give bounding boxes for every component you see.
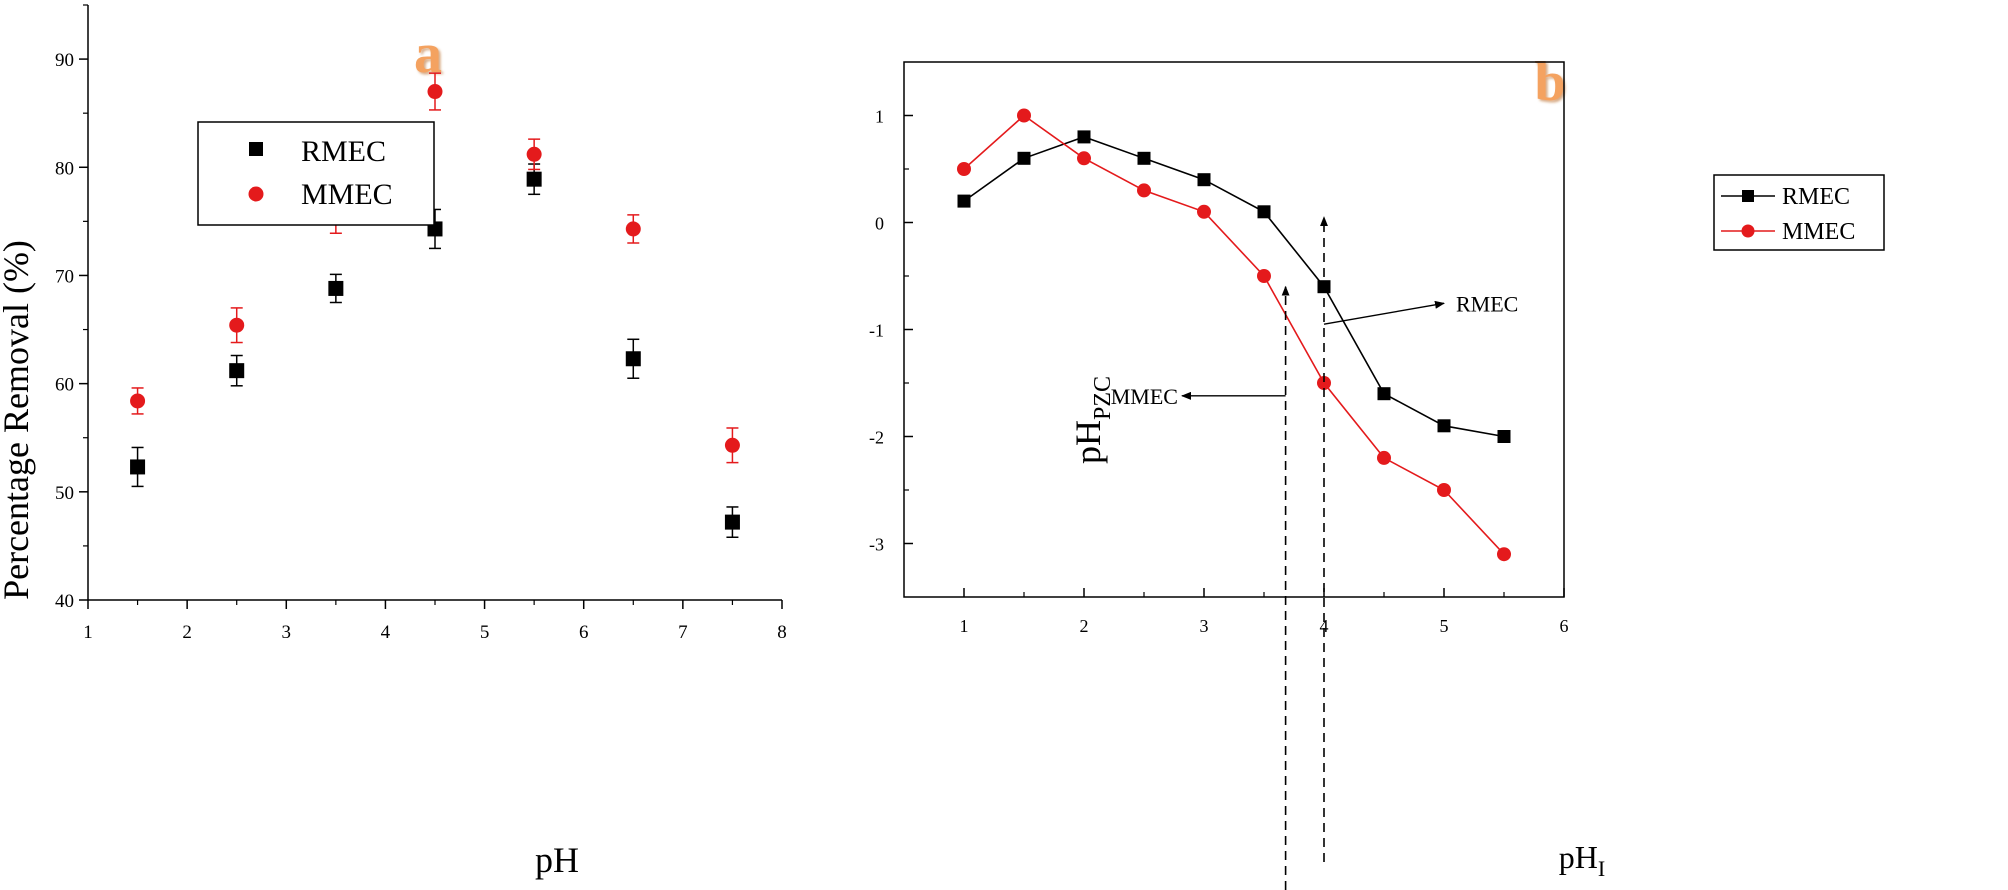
legend-a: RMEC MMEC [197,121,435,226]
y-tick-label-a: 50 [55,483,74,504]
data-point-rmec [625,351,641,367]
panel-label-b: b [1534,51,1565,113]
data-point-rmec [1437,419,1451,433]
data-marks-b [957,108,1511,562]
data-point-mmec [1317,376,1331,390]
annotation-label-rmec: RMEC [1456,291,1518,316]
y-axis-label-b-sub: PZC [1090,376,1116,420]
data-point-mmec [229,317,245,333]
data-point-mmec [625,221,641,237]
data-point-mmec [1197,204,1211,219]
x-tick-label-a: 2 [182,622,192,643]
axes-b [903,61,1565,598]
data-point-rmec [229,363,245,379]
series-line-rmec [963,136,1505,438]
panel-label-a: a [414,23,442,85]
data-point-rmec [1377,387,1391,401]
y-tick-label-a: 90 [55,50,74,71]
data-point-rmec [1497,430,1511,443]
data-point-mmec [1497,547,1511,562]
data-point-mmec [1017,108,1031,123]
data-point-rmec [724,514,740,530]
x-tick-labels-b: 1 2 3 4 5 6 [960,616,1569,636]
y-axis-label-b: pHPZC [1068,376,1116,464]
x-tick-label-a: 1 [83,622,93,643]
y-tick-label-a: 80 [55,158,74,179]
data-point-rmec [328,280,344,296]
x-tick-label-a: 5 [480,622,490,643]
data-point-rmec [957,194,971,208]
axes-a [79,4,783,609]
data-point-mmec [724,437,740,453]
x-tick-label-b: 3 [1200,616,1209,636]
y-tick-label-b: -2 [869,428,884,448]
x-tick-label-a: 6 [579,622,589,643]
x-tick-label-a: 7 [678,622,688,643]
y-tick-label-a: 60 [55,375,74,396]
x-tick-label-b: 2 [1080,616,1089,636]
data-point-rmec [1077,130,1091,144]
legend-b: RMEC MMEC [1713,174,1885,251]
y-tick-label-b: -1 [869,321,884,341]
legend-box-a [197,121,435,226]
y-axis-label-b-base: pH [1068,420,1108,464]
annotations-b: RMEC MMEC [1111,216,1518,890]
x-tick-label-b: 6 [1560,616,1569,636]
legend-marker-mmec-a [248,186,264,202]
data-point-rmec [1017,151,1031,165]
legend-label-mmec-b: MMEC [1782,219,1855,245]
data-point-mmec [1257,269,1271,283]
x-tick-labels-a: 1 2 3 4 5 6 7 8 [83,622,787,643]
data-point-mmec [1437,483,1451,497]
legend-label-rmec-b: RMEC [1782,184,1850,210]
legend-label-rmec-a: RMEC [301,135,386,168]
data-point-mmec [1377,450,1391,465]
y-axis-label-a: Percentage Removal (%) [0,240,36,600]
data-point-mmec [526,146,542,162]
x-tick-label-b: 4 [1320,616,1329,636]
y-tick-label-b: 0 [875,214,884,234]
legend-marker-rmec-a [249,142,263,156]
data-point-mmec [957,162,971,176]
y-tick-label-a: 40 [55,591,74,612]
x-tick-label-a: 8 [777,622,787,643]
legend-box-b [1713,174,1885,251]
chart-panel-a: a 1 2 3 4 5 6 7 8 40 50 60 70 80 90 pH Percentage Re… [0,4,787,880]
data-point-rmec [1137,151,1151,165]
data-point-rmec [1197,173,1211,187]
legend-marker-rmec-b [1742,190,1754,202]
data-point-mmec [1077,151,1091,166]
series-line-mmec [963,114,1505,555]
x-tick-label-b: 1 [960,616,969,636]
plot-frame-b [903,61,1565,598]
data-point-rmec [526,171,542,187]
y-tick-label-a: 70 [55,266,74,287]
y-tick-label-b: -3 [869,535,884,555]
y-tick-labels-a: 40 50 60 70 80 90 [55,50,74,612]
data-point-rmec [130,459,146,475]
x-axis-label-a: pH [535,840,579,880]
x-axis-label-b: pHI [1559,839,1605,881]
data-point-mmec [427,84,443,100]
x-tick-label-a: 4 [381,622,391,643]
y-tick-labels-b: -3 -2 -1 0 1 [869,107,884,555]
annotation-arrow-rmec [1323,300,1445,325]
data-point-rmec [1257,205,1271,219]
data-point-mmec [130,393,146,409]
data-point-mmec [1137,183,1151,198]
annotation-label-mmec: MMEC [1111,384,1178,409]
x-axis-label-b-sub: I [1598,856,1605,881]
legend-label-mmec-a: MMEC [301,178,393,211]
legend-marker-mmec-b [1741,224,1755,238]
x-tick-label-b: 5 [1440,616,1449,636]
x-tick-label-a: 3 [282,622,292,643]
y-tick-label-b: 1 [875,107,884,127]
x-axis-label-b-base: pH [1559,839,1598,875]
